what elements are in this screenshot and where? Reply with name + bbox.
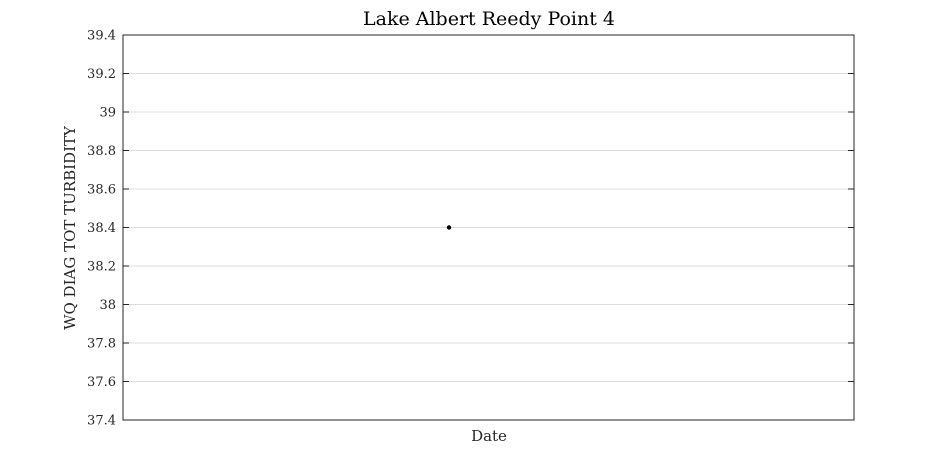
data-points bbox=[446, 225, 452, 230]
y-axis: 37.4 37.6 37.8 38 38.2 38.4 38.6 38.8 39 39.2 39.4 bbox=[87, 29, 854, 429]
y-tick-label: 38.8 bbox=[87, 144, 116, 159]
y-axis-label: WQ DIAG TOT TURBIDITY bbox=[61, 125, 79, 330]
y-tick-label: 38.6 bbox=[87, 183, 116, 198]
y-tick-label: 37.8 bbox=[87, 337, 116, 352]
y-tick-label: 38.4 bbox=[87, 221, 116, 236]
x-axis-label: Date bbox=[471, 427, 507, 445]
grid-lines bbox=[123, 73, 854, 382]
y-tick-label: 38 bbox=[99, 298, 116, 313]
y-tick-label: 37.4 bbox=[87, 414, 116, 429]
y-tick-label: 38.2 bbox=[87, 260, 116, 275]
y-tick-label: 39.4 bbox=[87, 29, 116, 44]
data-point bbox=[446, 225, 452, 230]
y-tick-label: 39 bbox=[99, 106, 116, 121]
chart-title: Lake Albert Reedy Point 4 bbox=[363, 8, 615, 30]
y-tick-label: 37.6 bbox=[87, 375, 116, 390]
y-tick-label: 39.2 bbox=[87, 67, 116, 82]
